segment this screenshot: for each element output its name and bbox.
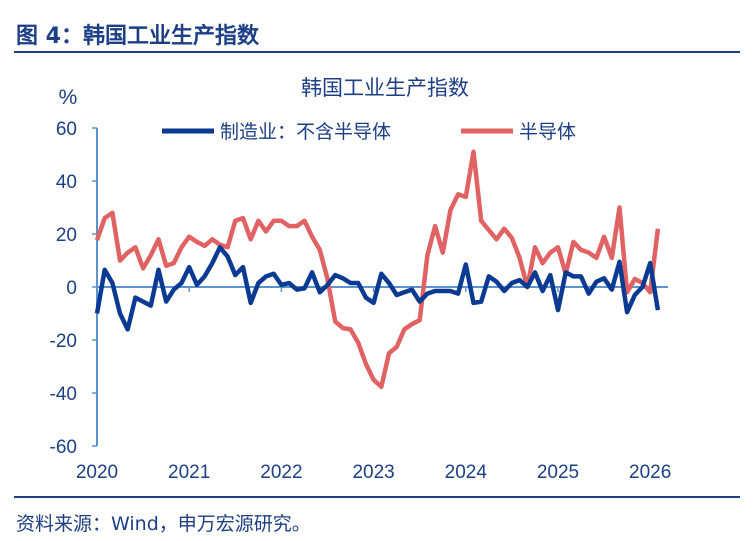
x-tick-label: 2023 xyxy=(352,462,394,483)
series-line-semiconductor xyxy=(94,149,661,390)
legend: 制造业：不含半导体 半导体 xyxy=(162,121,576,143)
y-tick-label: 40 xyxy=(56,172,77,193)
y-tick-label: 0 xyxy=(66,278,77,299)
y-axis-label: % xyxy=(59,86,78,109)
figure-title: 图 4：韩国工业生产指数 xyxy=(16,24,259,49)
y-tick-label: 60 xyxy=(56,119,77,140)
chart-title: 韩国工业生产指数 xyxy=(301,77,469,100)
x-tick-label: 2025 xyxy=(537,462,579,483)
x-tick-label: 2026 xyxy=(629,462,671,483)
y-tick-label: -60 xyxy=(50,437,77,458)
x-tick-label: 2024 xyxy=(445,462,488,483)
source-note: 资料来源：Wind，申万宏源研究。 xyxy=(16,513,311,535)
legend-label-semiconductor: 半导体 xyxy=(519,121,576,143)
title-rule xyxy=(14,51,740,53)
source-rule xyxy=(14,496,740,498)
series-line-manufacturing xyxy=(94,245,661,332)
x-tick-label: 2020 xyxy=(76,462,118,483)
legend-label-manufacturing: 制造业：不含半导体 xyxy=(220,121,391,143)
y-tick-label: 20 xyxy=(56,225,77,246)
x-tick-label: 2022 xyxy=(260,462,302,483)
y-tick-label: -40 xyxy=(50,384,77,405)
y-tick-label: -20 xyxy=(50,331,77,352)
x-tick-label: 2021 xyxy=(168,462,210,483)
